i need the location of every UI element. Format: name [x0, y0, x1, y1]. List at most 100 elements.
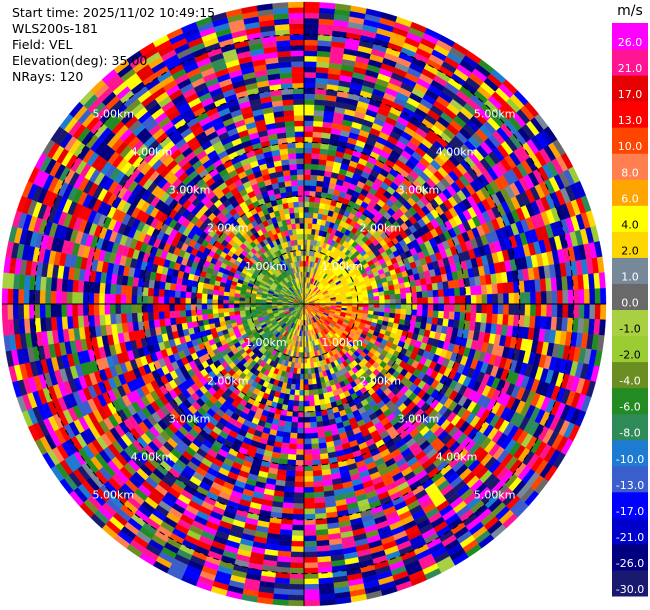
velocity-gate: [578, 303, 585, 319]
velocity-gate: [524, 291, 531, 305]
velocity-gate: [303, 71, 317, 78]
velocity-gate: [303, 152, 313, 159]
velocity-gate: [291, 416, 299, 423]
velocity-gate: [317, 169, 326, 177]
velocity-gate: [284, 486, 295, 493]
velocity-gate: [313, 120, 324, 128]
velocity-gate: [303, 540, 317, 547]
velocity-gate: [416, 309, 423, 317]
velocity-gate: [307, 228, 313, 235]
velocity-gate: [491, 283, 499, 295]
velocity-gate: [109, 313, 117, 325]
velocity-gate: [315, 415, 323, 423]
velocity-gate: [433, 296, 439, 305]
velocity-gate: [523, 280, 531, 293]
velocity-gate: [312, 470, 323, 477]
velocity-gate: [136, 312, 144, 322]
velocity-gate: [308, 384, 314, 391]
velocity-gate: [303, 12, 320, 19]
velocity-gate: [207, 313, 214, 320]
velocity-gate: [303, 513, 316, 520]
velocity-gate: [303, 492, 315, 499]
ppi-plot: 1.00km1.00km1.00km1.00km2.00km2.00km2.00…: [1, 1, 607, 607]
velocity-gate: [286, 459, 296, 466]
velocity-gate: [405, 292, 412, 299]
velocity-gate: [378, 307, 385, 313]
velocity-gate: [486, 284, 493, 295]
velocity-gate: [368, 300, 375, 305]
velocity-gate: [303, 583, 320, 590]
velocity-gate: [373, 299, 380, 305]
velocity-gate: [303, 206, 310, 213]
velocity-gate: [310, 163, 319, 171]
velocity-gate: [185, 309, 192, 317]
velocity-gate: [303, 7, 320, 14]
velocity-gate: [303, 195, 310, 202]
velocity-gate: [285, 475, 296, 482]
velocity-gates: [1, 1, 607, 607]
velocity-gate: [316, 539, 330, 547]
velocity-gate: [438, 296, 445, 305]
velocity-gate: [282, 502, 294, 509]
velocity-gate: [431, 317, 439, 326]
velocity-gate: [294, 389, 300, 396]
velocity-gate: [502, 314, 509, 326]
velocity-gate: [279, 534, 293, 542]
velocity-gate: [293, 503, 305, 510]
velocity-gate: [313, 399, 321, 407]
velocity-gate: [175, 316, 182, 325]
velocity-gate: [535, 303, 542, 317]
velocity-gate: [303, 1, 320, 8]
velocity-gate: [384, 303, 391, 309]
velocity-gate: [289, 432, 298, 439]
velocity-gate: [303, 384, 309, 391]
velocity-gate: [314, 496, 326, 504]
velocity-gate: [299, 390, 305, 396]
velocity-gate: [421, 316, 428, 324]
velocity-gate: [303, 147, 313, 154]
velocity-gate: [311, 378, 317, 385]
velocity-gate: [303, 136, 313, 143]
velocity-gate: [530, 291, 537, 305]
velocity-gate: [313, 109, 325, 117]
velocity-gate: [207, 318, 215, 325]
velocity-gate: [290, 551, 305, 558]
velocity-gate: [292, 513, 305, 520]
velocity-gate: [389, 294, 396, 300]
velocity-gate: [291, 530, 305, 537]
velocity-gate: [411, 297, 418, 305]
velocity-gate: [99, 314, 106, 326]
velocity-gate: [292, 405, 299, 412]
velocity-gate: [465, 303, 472, 313]
velocity-gate: [228, 303, 235, 309]
velocity-gate: [309, 405, 316, 412]
velocity-gate: [310, 437, 319, 445]
velocity-gate: [303, 233, 308, 240]
velocity-gate: [303, 34, 319, 41]
velocity-gate: [314, 99, 326, 106]
velocity-gate: [309, 185, 317, 192]
velocity-gate: [306, 352, 310, 359]
velocity-gate: [352, 298, 359, 302]
velocity-gate: [185, 315, 193, 323]
velocity-gate: [303, 82, 316, 89]
velocity-gate: [464, 312, 472, 322]
velocity-gate: [399, 313, 407, 321]
velocity-gate: [427, 310, 434, 318]
velocity-gate: [449, 295, 456, 305]
velocity-gate: [288, 443, 297, 450]
velocity-gate: [300, 363, 305, 369]
velocity-gate: [405, 309, 412, 316]
velocity-gate: [306, 346, 310, 353]
velocity-gate: [303, 589, 320, 596]
velocity-gate: [394, 288, 401, 295]
velocity-gate: [299, 379, 305, 386]
velocity-gate: [379, 303, 386, 309]
velocity-gate: [315, 534, 329, 542]
velocity-gate: [303, 18, 320, 25]
velocity-gate: [308, 395, 315, 402]
velocity-gate: [311, 153, 320, 160]
velocity-gate: [77, 315, 85, 328]
velocity-gate: [303, 433, 312, 439]
velocity-gate: [290, 556, 305, 564]
